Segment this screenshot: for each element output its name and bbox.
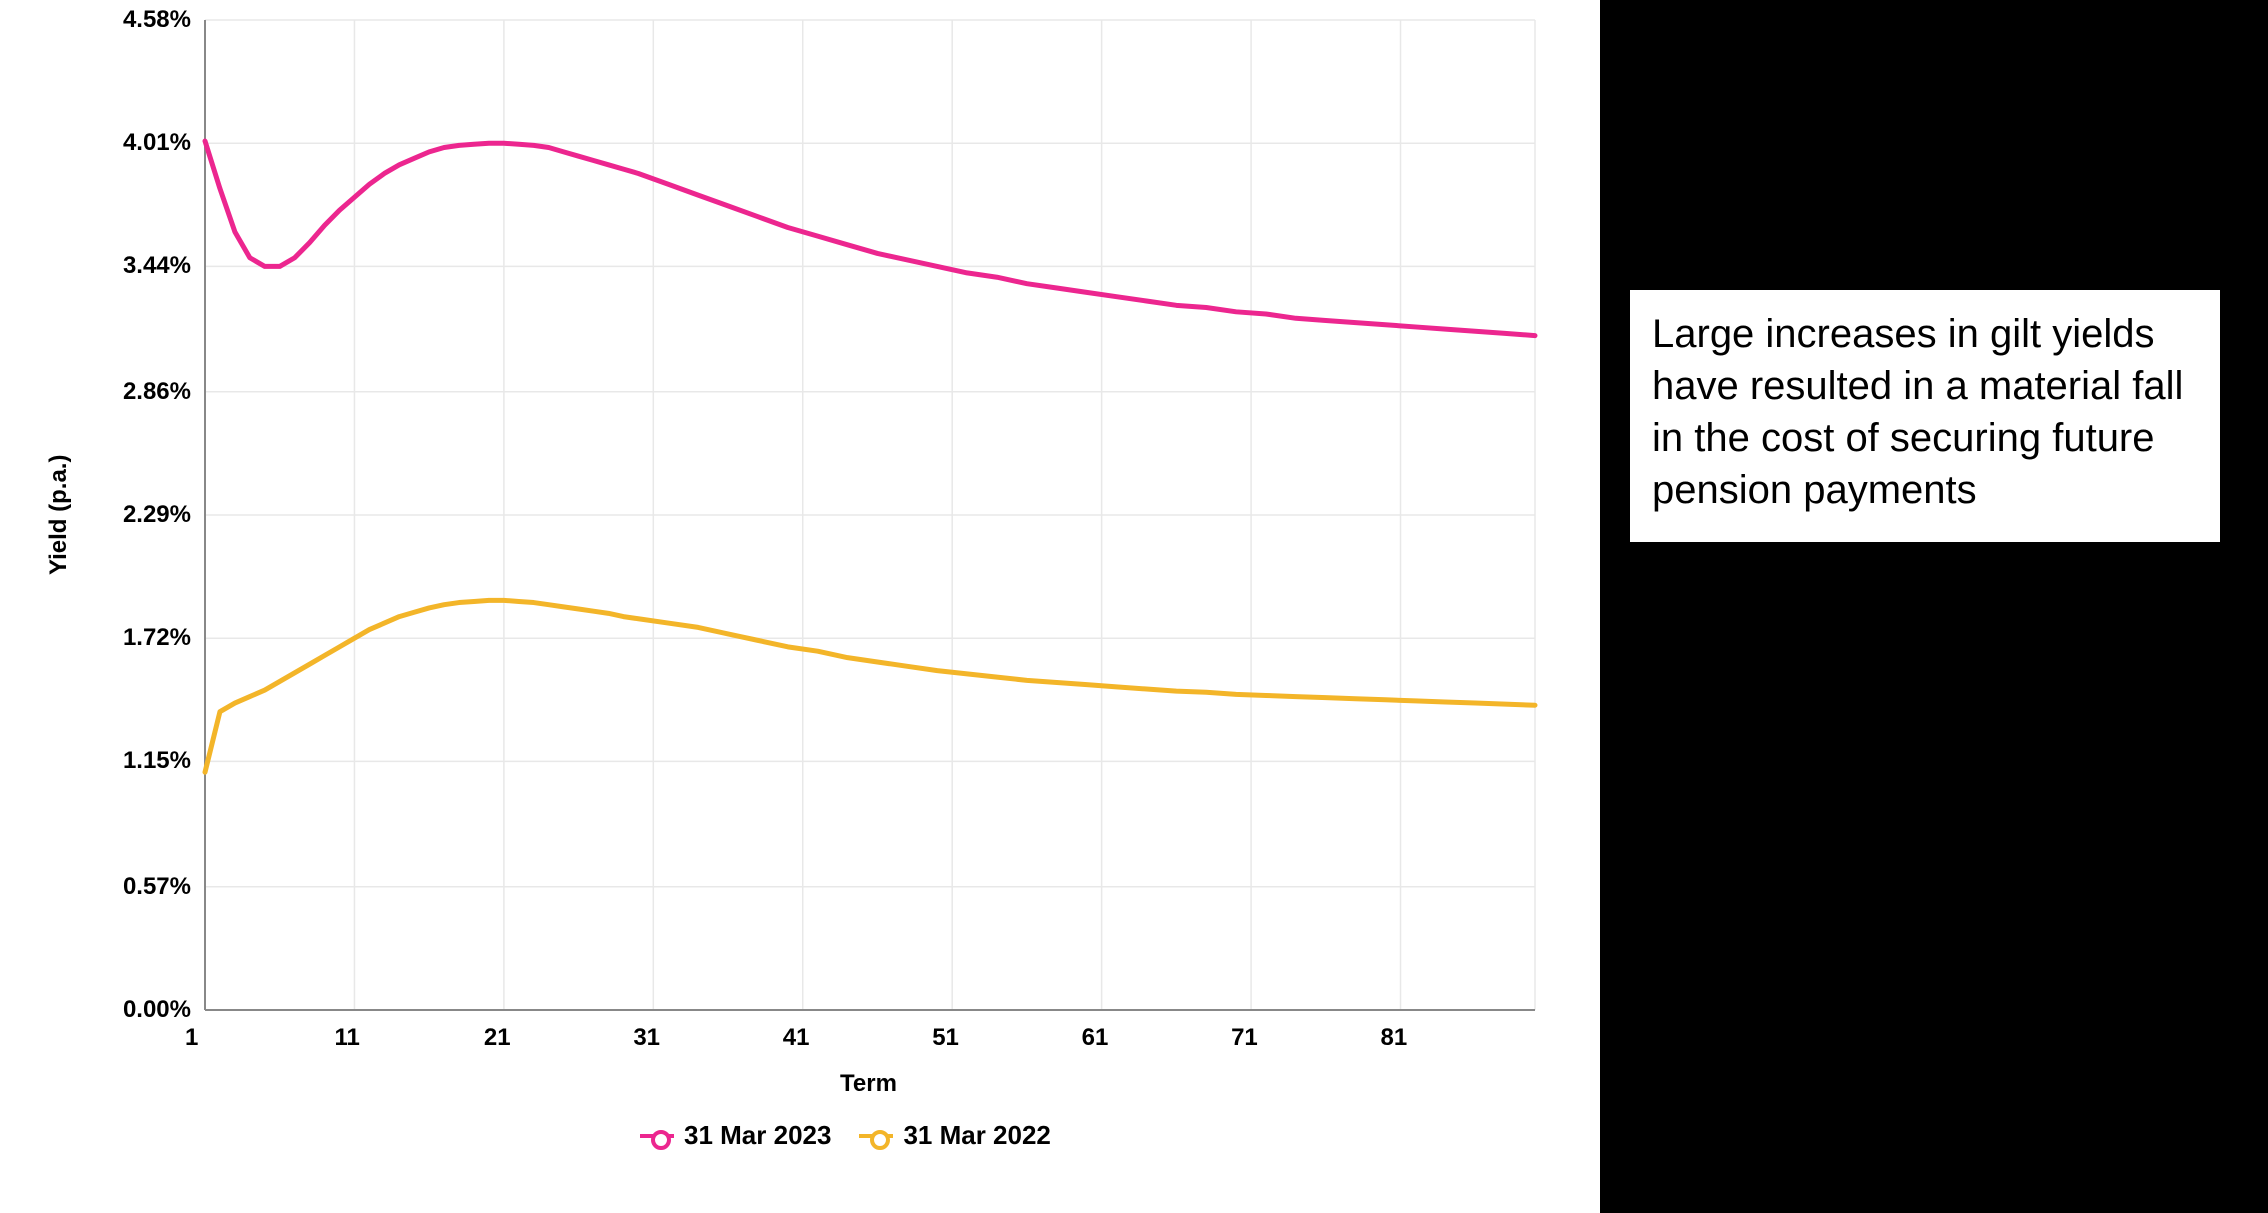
stage: Yield (p.a.) Term 31 Mar 2023 31 Mar 202… xyxy=(0,0,2268,1213)
legend-marker-icon xyxy=(640,1127,674,1145)
side-panel: Large increases in gilt yields have resu… xyxy=(1600,0,2268,1213)
x-tick-label: 1 xyxy=(185,1024,198,1052)
x-tick-label: 51 xyxy=(932,1024,959,1052)
y-tick-label: 3.44% xyxy=(123,252,191,280)
y-tick-label: 0.00% xyxy=(123,996,191,1024)
x-tick-label: 31 xyxy=(633,1024,660,1052)
legend-item-2022: 31 Mar 2022 xyxy=(859,1120,1050,1151)
y-tick-label: 4.58% xyxy=(123,6,191,34)
x-tick-label: 71 xyxy=(1231,1024,1258,1052)
chart-panel: Yield (p.a.) Term 31 Mar 2023 31 Mar 202… xyxy=(0,0,1600,1213)
legend-label: 31 Mar 2023 xyxy=(684,1120,831,1151)
x-axis-title: Term xyxy=(840,1070,897,1098)
legend-label: 31 Mar 2022 xyxy=(903,1120,1050,1151)
y-tick-label: 1.15% xyxy=(123,747,191,775)
y-axis-title: Yield (p.a.) xyxy=(45,455,73,575)
x-tick-label: 41 xyxy=(783,1024,810,1052)
callout-text: Large increases in gilt yields have resu… xyxy=(1630,290,2220,542)
legend-item-2023: 31 Mar 2023 xyxy=(640,1120,831,1151)
x-tick-label: 11 xyxy=(334,1024,359,1052)
y-tick-label: 4.01% xyxy=(123,129,191,157)
legend-marker-icon xyxy=(859,1127,893,1145)
y-tick-label: 0.57% xyxy=(123,873,191,901)
x-tick-label: 81 xyxy=(1381,1024,1408,1052)
chart-legend: 31 Mar 2023 31 Mar 2022 xyxy=(640,1120,1051,1151)
x-tick-label: 21 xyxy=(484,1024,511,1052)
x-tick-label: 61 xyxy=(1082,1024,1109,1052)
y-tick-label: 1.72% xyxy=(123,624,191,652)
y-tick-label: 2.86% xyxy=(123,378,191,406)
y-tick-label: 2.29% xyxy=(123,501,191,529)
